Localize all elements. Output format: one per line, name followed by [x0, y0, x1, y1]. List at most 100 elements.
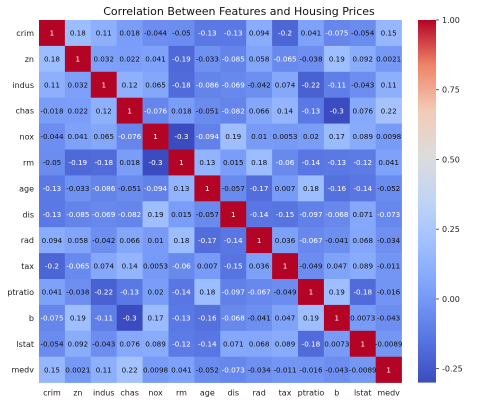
heatmap-cell-value: -0.041: [325, 236, 348, 245]
heatmap-cell: [142, 123, 169, 150]
heatmap-cell-value: 0.19: [225, 132, 241, 141]
heatmap-cell: [272, 227, 299, 254]
heatmap-cell: [64, 20, 92, 47]
heatmap-cell: [298, 20, 325, 47]
heatmap-cell: [246, 45, 273, 73]
heatmap-cell: [272, 45, 299, 73]
heatmap-cell-value: -0.049: [299, 262, 323, 271]
heatmap-cell: [298, 304, 325, 332]
heatmap-cell-value: -0.12: [172, 339, 191, 348]
heatmap-cell-value: 0.0053: [272, 132, 297, 141]
heatmap-cell: [246, 20, 273, 47]
heatmap-cell: [349, 227, 376, 254]
heatmap-cell-value: 0.071: [352, 210, 373, 219]
heatmap-cell: [349, 253, 376, 280]
heatmap-cell-value: -0.13: [224, 29, 243, 38]
heatmap-cell-value: -0.085: [66, 210, 89, 219]
heatmap-cell: [39, 227, 66, 254]
x-tick-label: dis: [228, 389, 239, 398]
colorbar-tick-label: 0.00: [442, 295, 460, 304]
heatmap-cell: [220, 175, 247, 202]
heatmap-cell: [246, 279, 273, 306]
heatmap-cell: [64, 123, 92, 150]
x-axis-tick-labels: crim zn indus chas nox rm age dis rad tax ptratio b…: [43, 389, 400, 398]
heatmap-cell: [323, 20, 351, 47]
heatmap-cell: [90, 279, 117, 306]
heatmap-cell: [194, 227, 221, 254]
heatmap-cell-value: -0.16: [328, 184, 347, 193]
heatmap-cell-value: -0.052: [377, 184, 400, 193]
heatmap-cell-value: -0.073: [377, 210, 400, 219]
heatmap-cell-value: 0.0098: [143, 365, 169, 374]
heatmap-cell: [323, 45, 351, 73]
heatmap-cell-value: -0.14: [250, 210, 269, 219]
heatmap-cell: [246, 149, 273, 176]
heatmap-cell: [194, 123, 221, 150]
heatmap-cell: [90, 356, 117, 383]
heatmap-cell-value: -0.11: [328, 80, 347, 89]
y-tick-label: tax: [21, 262, 34, 271]
heatmap-cell-value: -0.22: [302, 80, 321, 89]
y-tick-label: dis: [23, 210, 34, 219]
heatmap-cell-value: -0.13: [198, 29, 217, 38]
heatmap-cell: [90, 227, 117, 254]
heatmap-cell-value: 0.036: [275, 236, 296, 245]
heatmap-cell: [142, 175, 169, 202]
heatmap-cell-value: -0.085: [222, 54, 245, 63]
heatmap-cell: [39, 20, 66, 47]
heatmap-cell-value: -0.05: [172, 29, 191, 38]
heatmap-cell: [194, 253, 221, 280]
heatmap-cell: [142, 149, 169, 176]
heatmap-cell-value: -0.069: [92, 210, 116, 219]
heatmap-cell: [323, 227, 351, 254]
heatmap-cell: [246, 227, 273, 254]
heatmap-cell-value: -0.075: [325, 29, 348, 38]
heatmap-cell-value: 0.15: [44, 365, 60, 374]
colorbar: 1.00 0.75 0.50 0.25 0.00 -0.25: [418, 16, 463, 383]
heatmap-cell-value: 0.17: [329, 132, 345, 141]
heatmap-cell-value: -0.044: [40, 132, 64, 141]
heatmap-cell: [349, 356, 376, 383]
heatmap-cell: [349, 45, 376, 73]
heatmap-cell-value: 0.018: [119, 158, 140, 167]
heatmap-cell: [298, 356, 325, 383]
heatmap-cell: [90, 45, 117, 73]
heatmap-cell-value: 0.19: [148, 210, 164, 219]
heatmap-cell: [194, 175, 221, 202]
heatmap-cell-value: 0.18: [303, 184, 319, 193]
heatmap-cell: [323, 149, 351, 176]
heatmap-cell: [194, 304, 221, 332]
heatmap-cell: [194, 356, 221, 383]
heatmap-cell-value: 1: [335, 313, 340, 322]
heatmap-cell: [246, 253, 273, 280]
heatmap-cell-value: -0.068: [325, 210, 349, 219]
heatmap-cell: [272, 330, 299, 357]
heatmap-cell: [168, 356, 195, 383]
heatmap-cell-value: 0.092: [352, 54, 373, 63]
heatmap-cell: [246, 175, 273, 202]
heatmap-cell: [298, 330, 325, 357]
heatmap-cell: [116, 45, 143, 73]
heatmap-cell-value: -0.16: [198, 313, 217, 322]
heatmap-cell-value: -0.043: [377, 313, 400, 322]
heatmap-cell: [272, 97, 299, 124]
heatmap-cell-value: -0.06: [276, 158, 295, 167]
heatmap-cell: [323, 304, 351, 332]
heatmap-cell-value: 0.18: [251, 158, 267, 167]
heatmap-cell-value: 0.041: [145, 54, 166, 63]
heatmap-cell: [116, 227, 143, 254]
heatmap-cell: [142, 71, 169, 98]
heatmap-cell: [194, 201, 221, 228]
heatmap-cell-value: -0.076: [144, 106, 168, 115]
x-tick-label: crim: [43, 389, 61, 398]
heatmap-cell: [168, 253, 195, 280]
heatmap-cell-value: 0.058: [249, 54, 270, 63]
heatmap-cell-value: 1: [360, 339, 365, 348]
heatmap-cell-value: 0.14: [277, 106, 293, 115]
heatmap-cell: [194, 279, 221, 306]
heatmap-cell-value: 0.015: [171, 210, 192, 219]
heatmap-cell-value: 1: [127, 106, 132, 115]
colorbar-tick-label: 1.00: [442, 16, 460, 25]
heatmap-cell: [220, 149, 247, 176]
heatmap-cell: [90, 330, 117, 357]
